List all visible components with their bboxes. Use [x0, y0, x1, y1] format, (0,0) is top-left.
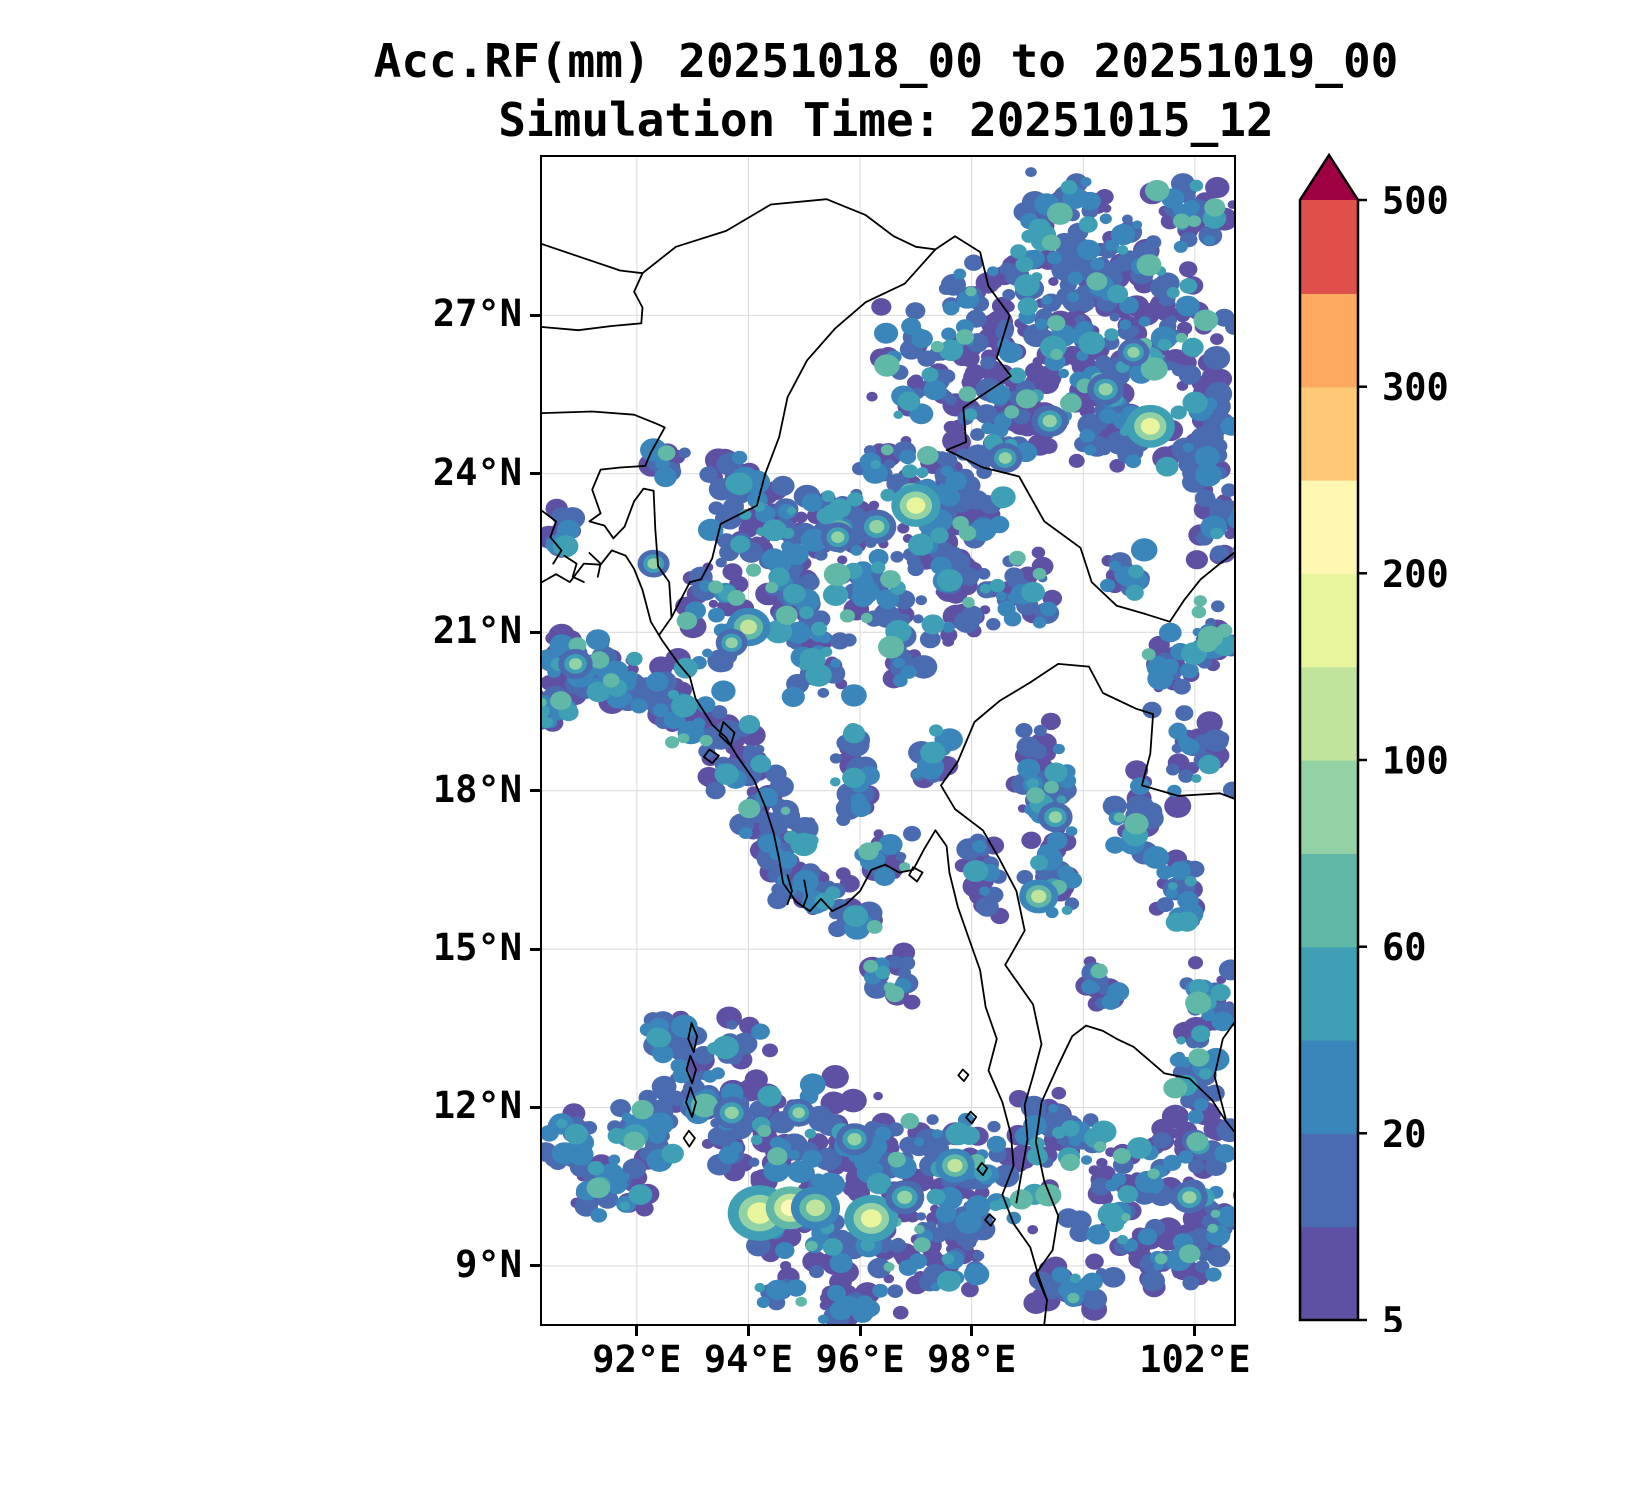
colorbar-tick-label: 20: [1382, 1113, 1427, 1156]
rainfall-field: [542, 167, 1234, 1324]
border-bangladesh: [542, 410, 673, 636]
border-himalaya: [542, 198, 937, 275]
lat-tick: [530, 789, 540, 793]
lon-tick: [1193, 1326, 1197, 1336]
lon-tick-label: 102°E: [1139, 1338, 1251, 1381]
lon-tick: [858, 1326, 862, 1336]
island-ramree: [718, 721, 736, 747]
border-laos-china: [1143, 552, 1234, 623]
delta-channel-3: [588, 552, 602, 578]
colorbar-outline: [1298, 152, 1360, 1322]
border-thailand-laos: [1088, 665, 1234, 800]
lat-tick-label: 12°N: [432, 1084, 522, 1128]
colorbar-tick-label: 60: [1382, 926, 1427, 969]
lat-tick: [530, 630, 540, 634]
island-mergui-4: [984, 1213, 996, 1227]
chart-title: Acc.RF(mm) 20251018_00 to 20251019_00: [373, 34, 1399, 88]
lat-tick-label: 24°N: [432, 450, 522, 494]
lon-tick-label: 98°E: [927, 1338, 1017, 1381]
island-andaman-middle: [685, 1054, 697, 1085]
map-plot-area: [540, 155, 1236, 1326]
colorbar-tick-label: 200: [1382, 553, 1449, 596]
coast-gulf-west: [1035, 1024, 1087, 1302]
lon-tick: [970, 1326, 974, 1336]
chart-subtitle: Simulation Time: 20251015_12: [498, 93, 1274, 147]
lat-tick: [530, 1264, 540, 1268]
lat-tick: [530, 1105, 540, 1109]
border-myanmar-thailand: [940, 663, 1090, 1204]
island-mergui-2: [965, 1110, 978, 1125]
coast-gulf-north: [1085, 1024, 1234, 1133]
colorbar-tick-label: 500: [1382, 180, 1449, 223]
coastlines-borders: [542, 198, 1234, 1324]
island-cheduba: [702, 748, 720, 765]
island-andaman-south: [685, 1086, 697, 1118]
island-andaman-north: [687, 1022, 698, 1053]
island-mergui-3: [957, 1068, 970, 1082]
delta-channel-5: [802, 879, 808, 908]
colorbar-tick-label: 5: [1382, 1300, 1404, 1333]
lat-tick: [530, 947, 540, 951]
border-india-myanmar: [670, 248, 937, 619]
colorbar-segments: [1300, 200, 1358, 1321]
lon-tick: [746, 1326, 750, 1336]
colorbar-over-arrow: [1300, 155, 1358, 200]
lat-tick-label: 9°N: [455, 1242, 522, 1286]
delta-channel-1: [542, 509, 563, 565]
colorbar: 500 300 200 100 60 20 5: [1298, 152, 1449, 1333]
border-thailand-cambodia: [1213, 1022, 1234, 1119]
lat-tick-label: 15°N: [432, 926, 522, 970]
lat-tick-label: 21°N: [432, 609, 522, 653]
lat-tick-label: 18°N: [432, 767, 522, 811]
lat-tick-label: 27°N: [432, 292, 522, 336]
lat-tick: [530, 472, 540, 476]
island-bilugyun: [908, 866, 924, 883]
lon-tick-label: 92°E: [592, 1338, 682, 1381]
island-little-andaman: [682, 1129, 696, 1148]
island-mergui-1: [976, 1162, 989, 1176]
lon-tick-label: 94°E: [703, 1338, 794, 1381]
colorbar-tick-label: 300: [1382, 366, 1449, 409]
coast-mainland: [542, 549, 1048, 1324]
lat-tick: [530, 313, 540, 317]
border-china-myanmar: [934, 235, 1146, 615]
lon-tick: [635, 1326, 639, 1336]
colorbar-tick-label: 100: [1382, 740, 1449, 783]
delta-channel-4: [786, 874, 793, 906]
delta-channel-2: [563, 554, 585, 583]
lon-tick-label: 96°E: [815, 1338, 905, 1381]
rainfall-map: [542, 157, 1234, 1324]
border-bhutan: [542, 272, 644, 332]
